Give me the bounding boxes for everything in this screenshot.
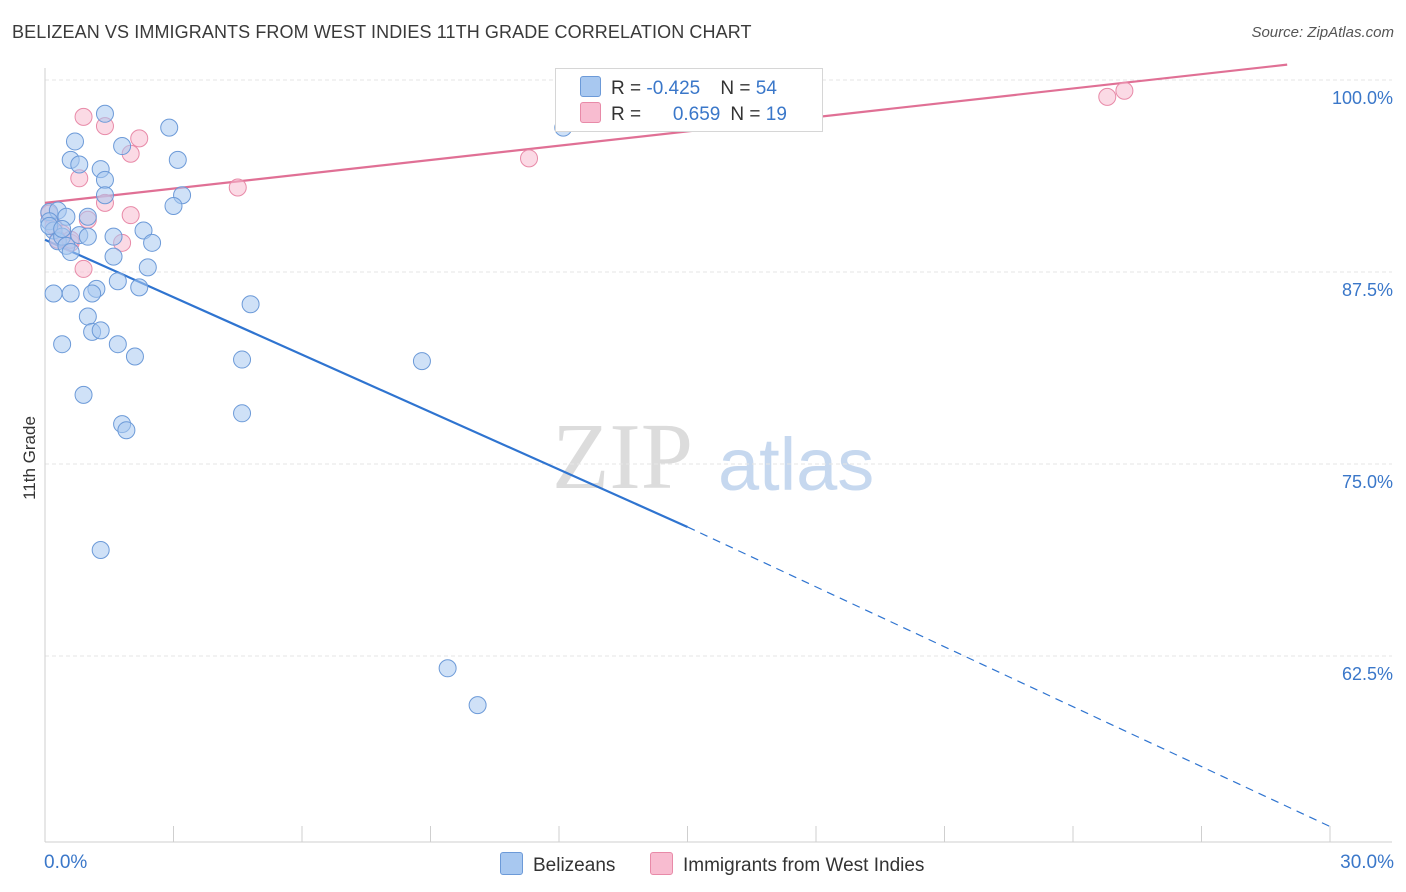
point-belizeans — [125, 347, 144, 366]
point-west-indies — [74, 259, 93, 278]
legend-r-label: R = — [611, 78, 647, 99]
point-west-indies — [130, 129, 149, 148]
point-belizeans — [95, 104, 114, 123]
point-west-indies — [121, 206, 140, 225]
point-belizeans — [117, 421, 136, 440]
bottom-legend-label: Belizeans — [533, 855, 616, 876]
point-belizeans — [91, 321, 110, 340]
point-belizeans — [160, 118, 179, 137]
point-belizeans — [164, 196, 183, 215]
point-belizeans — [74, 385, 93, 404]
point-belizeans — [95, 170, 114, 189]
grid-lines — [45, 79, 1392, 657]
point-belizeans — [53, 219, 72, 238]
trend-line-west-indies — [44, 63, 1288, 204]
point-belizeans — [168, 150, 187, 169]
bottom-legend-west-indies: Immigrants from West Indies — [650, 852, 924, 877]
axes — [44, 68, 1392, 843]
point-belizeans — [438, 659, 457, 678]
point-belizeans — [61, 284, 80, 303]
legend-r-value: 0.659 — [672, 104, 721, 125]
chart-title: BELIZEAN VS IMMIGRANTS FROM WEST INDIES … — [12, 22, 752, 42]
point-west-indies — [74, 107, 93, 126]
legend-row-west-indies: R = 0.659 N = 19 — [580, 102, 787, 126]
bottom-legend-swatch-blue — [500, 852, 523, 875]
trend-line-belizeans-extension — [687, 526, 1331, 828]
legend-n-value: 54 — [755, 78, 777, 99]
x-tick-label-max: 30.0% — [1340, 852, 1394, 873]
legend-r-value: -0.425 — [646, 78, 701, 99]
point-belizeans — [241, 295, 260, 314]
legend-n-label: N = — [720, 78, 756, 99]
point-belizeans — [78, 227, 97, 246]
point-west-indies — [1115, 81, 1134, 100]
point-belizeans — [134, 221, 153, 240]
point-belizeans — [83, 284, 102, 303]
point-belizeans — [412, 352, 431, 371]
point-west-indies — [1098, 87, 1117, 106]
source-label: Source: ZipAtlas.com — [1251, 24, 1394, 41]
point-belizeans — [108, 335, 127, 354]
y-tick-label: 87.5% — [1342, 280, 1393, 300]
point-belizeans — [108, 272, 127, 291]
point-belizeans — [233, 350, 252, 369]
point-belizeans — [61, 243, 80, 262]
point-west-indies — [520, 149, 539, 168]
watermark-zip: ZIP — [552, 405, 693, 509]
legend-swatch-blue — [580, 76, 601, 97]
watermark: ZIP atlas — [552, 405, 874, 509]
y-tick-label: 100.0% — [1332, 88, 1393, 108]
point-belizeans — [468, 696, 487, 715]
legend-n-value: 19 — [765, 104, 787, 125]
point-west-indies — [228, 178, 247, 197]
point-belizeans — [113, 137, 132, 156]
data-points — [40, 81, 1134, 715]
bottom-legend-belizeans: Belizeans — [500, 852, 615, 877]
y-tick-label: 62.5% — [1342, 664, 1393, 684]
point-belizeans — [53, 335, 72, 354]
bottom-legend-label: Immigrants from West Indies — [683, 855, 925, 876]
point-belizeans — [104, 227, 123, 246]
point-belizeans — [78, 307, 97, 326]
x-tick-label-min: 0.0% — [44, 852, 88, 873]
point-belizeans — [138, 258, 157, 277]
legend-swatch-pink — [580, 102, 601, 123]
stats-legend: R = -0.425 N = 54 R = 0.659 N = 19 — [555, 68, 823, 132]
y-tick-labels: 62.5% 75.0% 87.5% 100.0% — [1332, 88, 1393, 684]
y-tick-label: 75.0% — [1342, 472, 1393, 492]
bottom-legend-swatch-pink — [650, 852, 673, 875]
legend-row-belizeans: R = -0.425 N = 54 — [580, 76, 777, 100]
legend-n-label: N = — [730, 104, 766, 125]
point-belizeans — [95, 186, 114, 205]
point-belizeans — [44, 284, 63, 303]
legend-r-label: R = — [611, 104, 647, 125]
point-belizeans — [65, 132, 84, 151]
trend-lines — [44, 63, 1331, 828]
point-belizeans — [130, 278, 149, 297]
point-belizeans — [104, 247, 123, 266]
point-belizeans — [233, 404, 252, 423]
point-belizeans — [70, 155, 89, 174]
point-belizeans — [91, 541, 110, 560]
point-belizeans — [143, 233, 162, 252]
trend-line-belizeans — [44, 238, 688, 528]
point-belizeans — [78, 207, 97, 226]
